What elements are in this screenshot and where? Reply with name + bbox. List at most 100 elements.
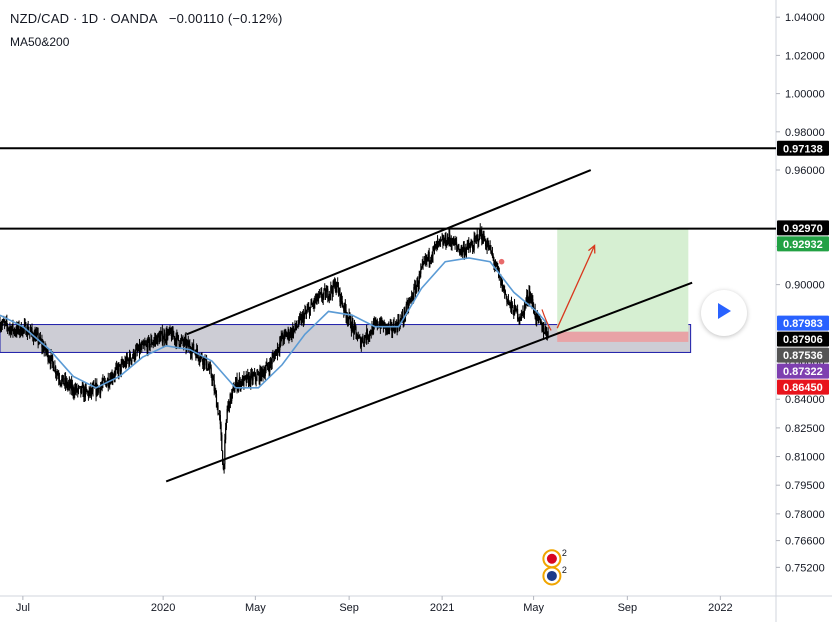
candle-body: [236, 378, 238, 390]
candle-body: [267, 366, 269, 369]
x-tick-label: May: [245, 602, 266, 614]
candle-body: [154, 338, 157, 341]
candle-body: [340, 294, 342, 303]
candle-body: [265, 366, 267, 372]
candle-body: [288, 330, 290, 339]
candle-body: [450, 241, 452, 247]
candle-body: [154, 338, 156, 341]
candle-body: [53, 370, 55, 372]
candle-body: [320, 292, 322, 294]
candle-body: [188, 344, 190, 347]
candle-body: [457, 247, 459, 250]
candle-body: [412, 298, 414, 300]
candle-body: [351, 322, 353, 332]
y-tick-label: 0.76600: [785, 536, 825, 548]
candle-body: [542, 327, 545, 334]
candle-body: [522, 311, 524, 312]
candle-body: [490, 245, 492, 253]
candle-body: [294, 323, 296, 329]
candle-body: [144, 344, 147, 345]
candle-body: [149, 344, 151, 348]
candle-body: [241, 377, 244, 386]
candle-body: [276, 347, 279, 355]
candle-body: [80, 386, 82, 393]
candle-body: [324, 289, 326, 290]
candle-body: [318, 293, 320, 299]
candle-body: [290, 330, 292, 337]
candle-body: [376, 320, 378, 327]
candle-body: [542, 327, 544, 331]
candle-body: [181, 337, 183, 340]
ma50-200-line: [0, 257, 549, 389]
candle-body: [45, 344, 47, 352]
candle-body: [71, 386, 74, 391]
candle-body: [478, 240, 480, 243]
candle-body: [45, 351, 48, 353]
canada-flag-event-icon[interactable]: 2: [542, 548, 567, 569]
candle-body: [68, 381, 70, 385]
candle-body: [65, 380, 67, 385]
candle-body: [79, 386, 81, 387]
candle-body: [275, 349, 277, 353]
candle-body: [356, 338, 359, 340]
candle-body: [277, 347, 279, 351]
candle-body: [90, 387, 92, 394]
candle-body: [452, 238, 454, 244]
candle-body: [372, 326, 374, 334]
candle-body: [395, 322, 397, 325]
candle-body: [343, 307, 345, 312]
candle-body: [3, 320, 5, 323]
candle-body: [533, 308, 535, 313]
candle-body: [286, 333, 288, 337]
candle-body: [90, 388, 93, 394]
candle-body: [296, 326, 298, 328]
candle-body: [314, 299, 316, 303]
candle-body: [491, 252, 493, 254]
candle-body: [15, 332, 17, 334]
candle-body: [467, 243, 469, 244]
candle-body: [182, 337, 184, 343]
candle-body: [257, 373, 260, 375]
candle-body: [466, 243, 468, 248]
event-flag: [546, 570, 557, 581]
candle-body: [532, 299, 534, 307]
candle-body: [434, 244, 436, 247]
candle-body: [74, 388, 76, 395]
candle-body: [313, 299, 315, 306]
candle-body: [527, 299, 529, 301]
candle-body: [497, 270, 500, 272]
x-tick-label: May: [523, 602, 544, 614]
candle-body: [180, 339, 182, 346]
candle-body: [353, 325, 356, 334]
candle-body: [427, 257, 429, 259]
new-zealand-flag-event-icon[interactable]: 2: [542, 565, 567, 586]
candle-body: [273, 356, 276, 360]
replay-button[interactable]: [701, 290, 747, 336]
candle-body: [86, 389, 88, 392]
candle-body: [475, 238, 477, 240]
candle-body: [239, 378, 241, 389]
candle-body: [438, 240, 440, 242]
indicator-legend[interactable]: MA50&200: [10, 35, 70, 49]
candle-body: [10, 328, 13, 334]
candle-body: [284, 332, 286, 333]
candle-body: [117, 367, 119, 375]
candle-body: [301, 316, 303, 324]
candle-body: [448, 233, 450, 242]
candle-body: [103, 378, 105, 381]
candle-body: [331, 290, 333, 295]
candle-body: [464, 250, 466, 255]
candle-body: [119, 364, 122, 372]
candle-body: [51, 355, 53, 357]
candle-body: [357, 336, 359, 339]
candle-body: [173, 336, 175, 338]
candle-body: [232, 386, 234, 389]
candle-body: [17, 324, 19, 330]
candle-body: [48, 359, 50, 361]
candle-body: [50, 355, 52, 365]
candle-body: [10, 327, 12, 334]
candle-body: [160, 333, 162, 336]
candle-body: [6, 320, 8, 326]
